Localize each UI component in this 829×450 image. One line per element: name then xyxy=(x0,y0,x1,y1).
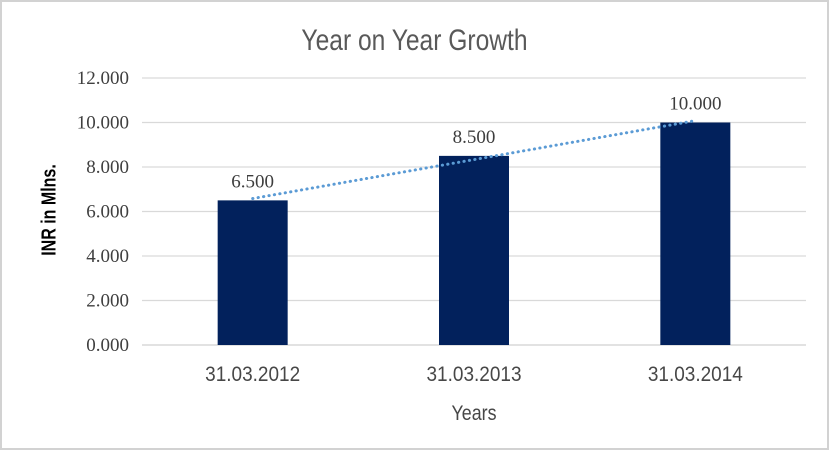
y-tick-label: 10.000 xyxy=(77,113,129,134)
x-axis-title: Years xyxy=(451,402,497,425)
chart-title: Year on Year Growth xyxy=(301,24,528,57)
y-tick-label: 0.000 xyxy=(86,335,129,356)
x-tick-label: 31.03.2014 xyxy=(648,363,743,386)
trendline xyxy=(251,119,697,201)
bar-value-label: 10.000 xyxy=(669,94,721,115)
bar-value-label: 8.500 xyxy=(453,127,496,148)
x-tick-label: 31.03.2012 xyxy=(205,363,300,386)
bar-value-label: 6.500 xyxy=(231,171,274,192)
bar xyxy=(439,155,509,345)
y-tick-label: 8.000 xyxy=(86,157,129,178)
bar xyxy=(217,200,288,345)
y-tick-label: 4.000 xyxy=(86,246,129,267)
y-tick-label: 6.000 xyxy=(86,202,129,223)
y-tick-label: 2.000 xyxy=(86,291,129,312)
y-tick-label: 12.000 xyxy=(77,68,129,89)
bar xyxy=(660,122,731,345)
x-tick-label: 31.03.2013 xyxy=(427,363,522,386)
